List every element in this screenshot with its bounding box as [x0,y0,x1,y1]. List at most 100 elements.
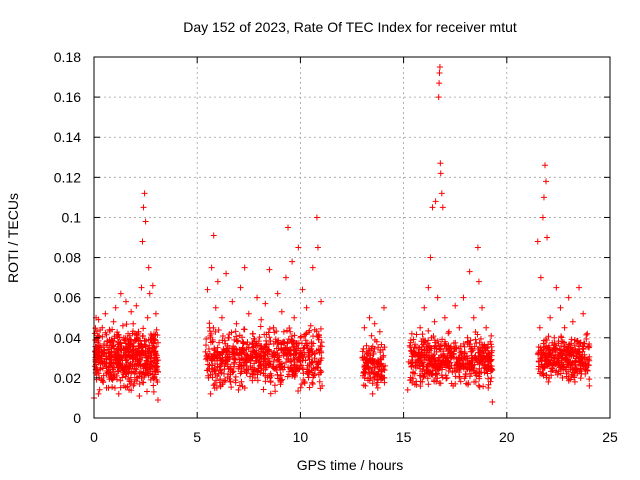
data-point [455,359,462,366]
data-point [446,328,453,335]
data-point [586,376,593,383]
data-point [560,339,567,346]
data-point [436,345,443,352]
data-point [545,333,552,340]
data-point [429,372,436,379]
data-point [154,332,161,339]
data-point [447,345,454,352]
data-point [295,387,302,394]
data-point [262,372,269,379]
data-point [264,350,271,357]
data-point [487,357,494,364]
data-point [302,337,309,344]
data-point [238,378,245,385]
data-point [223,349,230,356]
data-point [250,371,257,378]
data-point [131,338,138,345]
data-point [567,351,574,358]
data-point [117,360,124,367]
data-point [147,376,154,383]
data-point [428,334,435,341]
data-point [439,204,446,211]
data-point [243,351,250,358]
data-point [293,350,300,357]
data-point [297,353,304,360]
data-point [251,374,258,381]
data-point [228,384,235,391]
data-point [122,298,129,305]
data-point [425,327,432,334]
data-point [278,363,285,370]
data-point [208,330,215,337]
data-point [205,374,212,381]
data-point [206,350,213,357]
data-point [313,358,320,365]
data-point [541,162,548,169]
y-tick-label: 0.14 [54,129,81,145]
data-point [404,386,411,393]
data-point [287,346,294,353]
data-point [375,358,382,365]
data-point [234,350,241,357]
data-point [313,328,320,335]
data-point [283,327,290,334]
data-point [408,348,415,355]
data-point [127,343,134,350]
data-point [154,378,161,385]
data-point [273,367,280,374]
data-point [538,362,545,369]
data-point [305,368,312,375]
data-point [457,378,464,385]
data-point [468,354,475,361]
data-point [460,340,467,347]
data-point [134,374,141,381]
data-point [203,353,210,360]
data-point [540,370,547,377]
data-point [293,364,300,371]
data-point [221,337,228,344]
data-point [92,356,99,363]
data-point [314,244,321,251]
data-point [206,324,213,331]
data-point [464,334,471,341]
data-point [434,364,441,371]
data-point [265,355,272,362]
y-tick-label: 0.16 [54,89,81,105]
data-point [290,371,297,378]
data-point [138,350,145,357]
data-point [553,284,560,291]
data-point [149,334,156,341]
data-point [99,377,106,384]
data-point [535,365,542,372]
data-point [558,343,565,350]
data-point [433,348,440,355]
data-point [301,344,308,351]
data-point [561,343,568,350]
data-point [373,338,380,345]
data-point [301,378,308,385]
data-point [472,336,479,343]
data-point [360,345,367,352]
data-point [153,326,160,333]
data-point [377,376,384,383]
data-point [255,359,262,366]
data-point [374,384,381,391]
data-point [481,342,488,349]
data-point [217,383,224,390]
data-point [449,369,456,376]
data-point [476,344,483,351]
data-point [568,336,575,343]
data-point [140,332,147,339]
data-point [109,337,116,344]
data-point [142,218,149,225]
data-point [285,336,292,343]
data-point [443,342,450,349]
data-point [218,314,225,321]
data-point [241,384,248,391]
data-point [362,382,369,389]
data-point [202,342,209,349]
x-tick-label: 10 [293,429,309,445]
data-point [109,366,116,373]
data-point [250,343,257,350]
data-point [140,204,147,211]
